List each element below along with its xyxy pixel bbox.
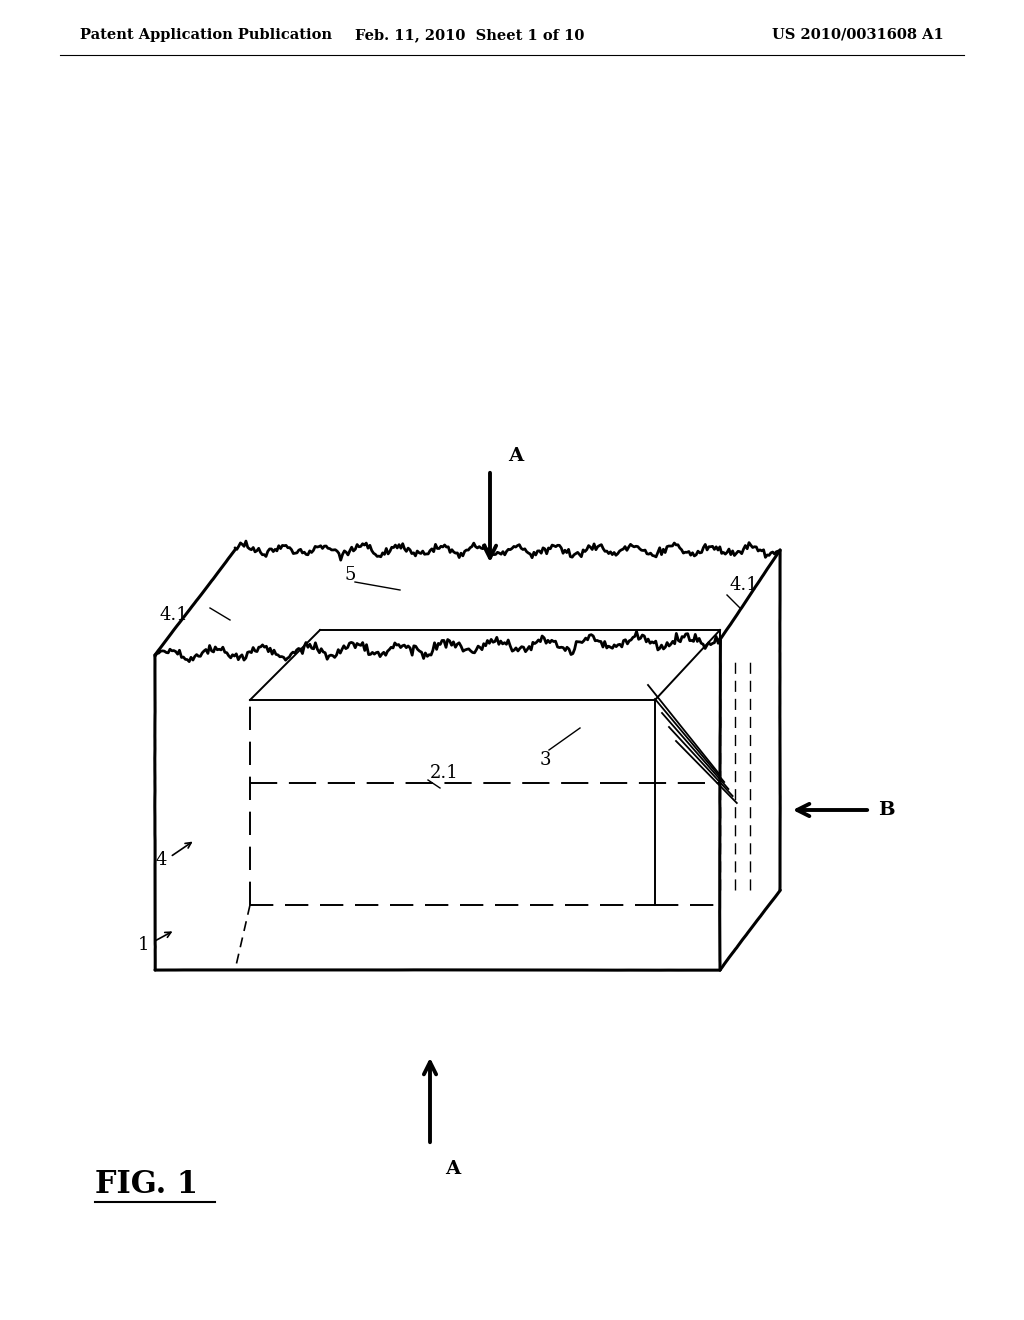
Text: B: B [878, 801, 895, 818]
Text: Patent Application Publication: Patent Application Publication [80, 28, 332, 42]
Text: US 2010/0031608 A1: US 2010/0031608 A1 [772, 28, 944, 42]
Text: 4: 4 [155, 851, 166, 869]
Text: A: A [445, 1160, 460, 1177]
Text: 1: 1 [138, 936, 150, 954]
Text: 4.1: 4.1 [160, 606, 188, 624]
Text: A: A [508, 447, 523, 465]
Text: 3: 3 [540, 751, 552, 770]
Text: 5: 5 [345, 566, 356, 583]
Text: FIG. 1: FIG. 1 [95, 1170, 198, 1200]
Text: 2.1: 2.1 [430, 764, 459, 781]
Text: 4.1: 4.1 [730, 576, 759, 594]
Text: Feb. 11, 2010  Sheet 1 of 10: Feb. 11, 2010 Sheet 1 of 10 [355, 28, 585, 42]
